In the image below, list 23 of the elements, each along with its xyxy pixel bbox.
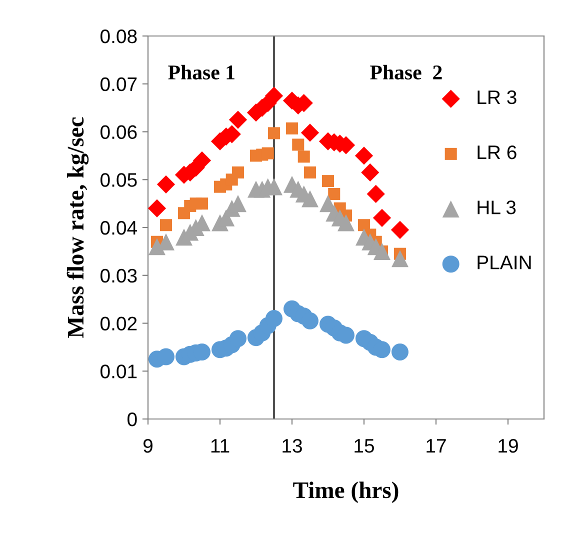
x-tick-label: 17 <box>426 439 446 453</box>
y-tick-label: 0.08 <box>100 29 137 44</box>
legend-label: LR 3 <box>478 90 516 104</box>
y-tick-label: 0 <box>128 412 137 426</box>
x-tick-label: 11 <box>211 439 230 453</box>
legend-label: HL 3 <box>478 200 516 214</box>
y-tick-label: 0.02 <box>100 316 137 330</box>
y-axis-title: Mass flow rate, kg/sec <box>66 117 89 338</box>
y-tick-label: 0.06 <box>100 125 137 139</box>
annotation: Phase 2 <box>370 64 442 80</box>
x-tick-label: 9 <box>144 438 152 453</box>
y-tick-label: 0.07 <box>100 77 137 92</box>
legend-label: PLAIN <box>478 256 531 270</box>
y-tick-label: 0.03 <box>100 268 137 283</box>
annotation: Phase 1 <box>168 64 234 80</box>
x-tick-label: 15 <box>354 439 374 453</box>
y-tick-label: 0.04 <box>100 220 138 235</box>
x-tick-label: 13 <box>282 438 302 453</box>
legend-label: LR 6 <box>478 145 516 160</box>
x-tick-label: 19 <box>498 438 518 453</box>
y-tick-label: 0.05 <box>100 173 137 187</box>
x-axis-title: Time (hrs) <box>293 482 398 503</box>
y-tick-label: 0.01 <box>100 364 137 378</box>
